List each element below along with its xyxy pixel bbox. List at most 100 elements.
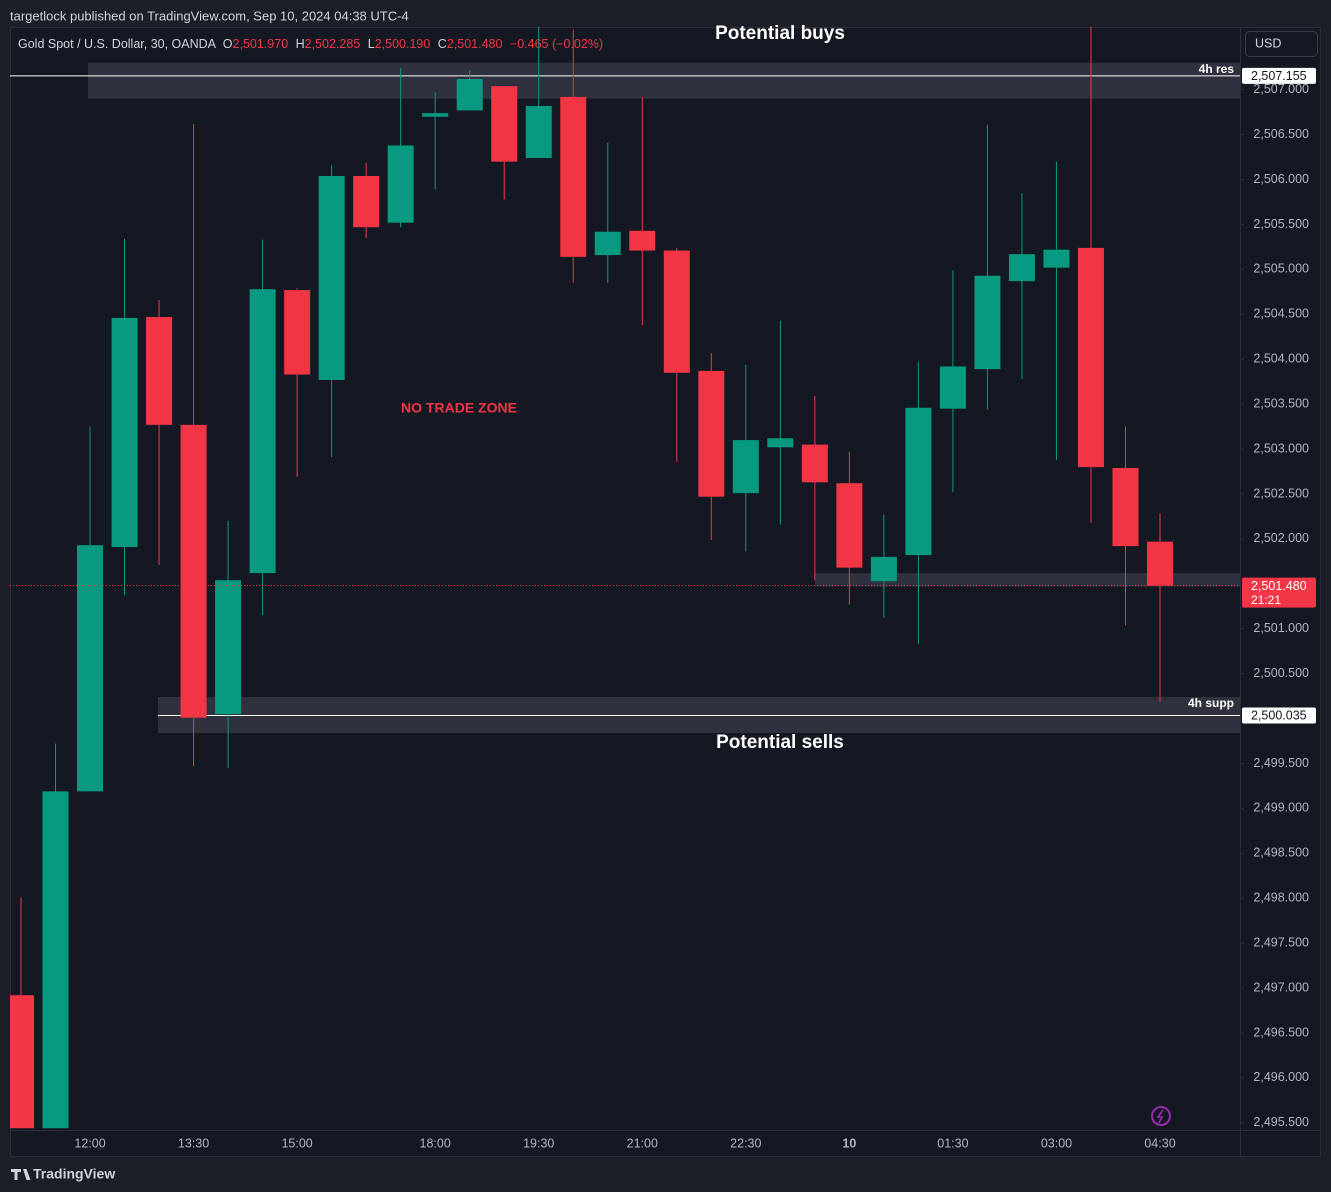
candle-body bbox=[560, 96, 587, 257]
x-tick-label: 13:30 bbox=[178, 1136, 209, 1150]
y-tick-label: 2,498.500 bbox=[1253, 846, 1309, 860]
candle-body bbox=[249, 289, 276, 574]
candle-body bbox=[836, 483, 863, 568]
candle-body bbox=[732, 440, 759, 494]
x-tick-label: 10 bbox=[842, 1136, 856, 1150]
candle-body bbox=[284, 290, 311, 375]
legend-key: O bbox=[223, 37, 233, 51]
candle-body bbox=[146, 317, 173, 425]
candle-body bbox=[10, 995, 34, 1129]
y-tick-label: 2,502.500 bbox=[1253, 486, 1309, 500]
candle-body bbox=[698, 370, 725, 497]
y-tick-label: 2,497.000 bbox=[1253, 980, 1309, 994]
legend-key: C bbox=[438, 37, 447, 51]
legend-key: L bbox=[368, 37, 375, 51]
legend-value: 2,502.285 bbox=[305, 37, 361, 51]
zone-name: 4h res bbox=[1199, 62, 1235, 76]
x-tick-label: 22:30 bbox=[730, 1136, 761, 1150]
legend-value: 2,501.480 bbox=[447, 37, 503, 51]
currency-label[interactable]: USD bbox=[1255, 36, 1281, 50]
x-tick-label: 01:30 bbox=[937, 1136, 968, 1150]
currency-button[interactable] bbox=[1245, 31, 1318, 57]
candle-body bbox=[491, 86, 518, 162]
y-tick-label: 2,499.000 bbox=[1253, 801, 1309, 815]
level-label: 2,500.035 bbox=[1251, 709, 1307, 723]
y-tick-label: 2,497.500 bbox=[1253, 935, 1309, 949]
candle-body bbox=[456, 78, 483, 111]
y-tick-label: 2,506.500 bbox=[1253, 127, 1309, 141]
y-tick-label: 2,499.500 bbox=[1253, 756, 1309, 770]
annotation: Potential sells bbox=[716, 732, 844, 753]
zone bbox=[815, 573, 1240, 587]
y-tick-label: 2,504.000 bbox=[1253, 352, 1309, 366]
zone bbox=[88, 62, 1240, 99]
candle-body bbox=[1043, 249, 1070, 268]
y-tick-label: 2,505.000 bbox=[1253, 262, 1309, 276]
candle-body bbox=[353, 176, 380, 228]
y-tick-label: 2,496.000 bbox=[1253, 1070, 1309, 1084]
x-tick-label: 21:00 bbox=[627, 1136, 658, 1150]
footer-brand: TradingView bbox=[33, 1166, 115, 1182]
last-price-label: 2,501.480 bbox=[1251, 579, 1307, 593]
candle-body bbox=[422, 113, 449, 117]
y-tick-label: 2,495.500 bbox=[1253, 1115, 1309, 1129]
candle-body bbox=[1077, 247, 1104, 468]
countdown: 21:21 bbox=[1251, 593, 1281, 607]
annotation: Potential buys bbox=[715, 23, 845, 44]
chart-pane bbox=[10, 27, 1321, 1157]
legend-change: −0.465 (−0.02%) bbox=[510, 37, 603, 51]
candle-body bbox=[629, 230, 656, 251]
candle-body bbox=[525, 105, 552, 159]
candle-body bbox=[870, 556, 897, 582]
candle-body bbox=[1112, 467, 1139, 547]
y-tick-label: 2,505.500 bbox=[1253, 217, 1309, 231]
x-tick-label: 19:30 bbox=[523, 1136, 554, 1150]
y-tick-label: 2,498.000 bbox=[1253, 891, 1309, 905]
y-tick-label: 2,500.500 bbox=[1253, 666, 1309, 680]
legend-symbol: Gold Spot / U.S. Dollar, 30, OANDA bbox=[18, 37, 217, 51]
candle-body bbox=[974, 275, 1001, 370]
logo bbox=[11, 1169, 31, 1180]
x-tick-label: 15:00 bbox=[281, 1136, 312, 1150]
y-tick-label: 2,496.500 bbox=[1253, 1025, 1309, 1039]
candle-body bbox=[180, 424, 207, 718]
annotation: NO TRADE ZONE bbox=[401, 400, 517, 416]
candle-body bbox=[318, 176, 345, 380]
y-tick-label: 2,504.500 bbox=[1253, 307, 1309, 321]
publish-header: targetlock published on TradingView.com,… bbox=[10, 8, 409, 23]
candle-body bbox=[215, 580, 242, 715]
y-tick-label: 2,501.000 bbox=[1253, 621, 1309, 635]
alert-icon[interactable] bbox=[1151, 1106, 1171, 1126]
candle-body bbox=[767, 438, 794, 448]
y-tick-label: 2,503.000 bbox=[1253, 441, 1309, 455]
level-label-box bbox=[1242, 707, 1316, 724]
y-tick-label: 2,507.000 bbox=[1253, 82, 1309, 96]
x-tick-label: 18:00 bbox=[420, 1136, 451, 1150]
candle-body bbox=[1008, 254, 1035, 282]
zone-name: 4h supp bbox=[1188, 696, 1234, 710]
level-label: 2,507.155 bbox=[1251, 69, 1307, 83]
candle-body bbox=[1147, 541, 1173, 586]
y-tick-label: 2,503.500 bbox=[1253, 396, 1309, 410]
candle-body bbox=[42, 791, 69, 1129]
legend: Gold Spot / U.S. Dollar, 30, OANDA O 2,50… bbox=[18, 37, 603, 51]
x-tick-label: 04:30 bbox=[1144, 1136, 1175, 1150]
x-tick-label: 12:00 bbox=[74, 1136, 105, 1150]
x-tick-label: 03:00 bbox=[1041, 1136, 1072, 1150]
candle-body bbox=[663, 250, 690, 373]
y-tick-label: 2,506.000 bbox=[1253, 172, 1309, 186]
candle-body bbox=[77, 545, 104, 792]
y-tick-label: 2,502.000 bbox=[1253, 531, 1309, 545]
legend-value: 2,500.190 bbox=[375, 37, 431, 51]
plot-area bbox=[10, 26, 1240, 1129]
candle-body bbox=[939, 366, 966, 409]
candle-body bbox=[801, 444, 828, 483]
level-label-box bbox=[1242, 67, 1316, 84]
candle-body bbox=[905, 407, 932, 556]
alert-bolt bbox=[1156, 1109, 1164, 1124]
candle-body bbox=[111, 317, 138, 548]
candle-body bbox=[387, 145, 414, 223]
legend-key: H bbox=[296, 37, 305, 51]
last-price-box bbox=[1242, 577, 1316, 608]
